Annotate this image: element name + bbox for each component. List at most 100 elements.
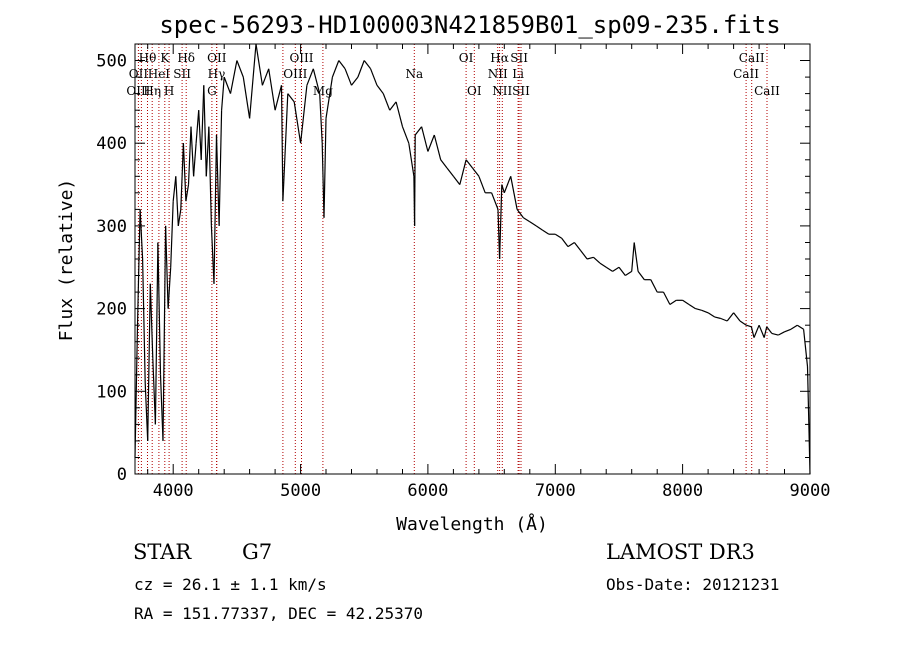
flux-segment bbox=[605, 266, 613, 272]
flux-segment bbox=[167, 267, 172, 309]
flux-segment bbox=[319, 93, 323, 144]
flux-segment bbox=[753, 324, 760, 338]
flux-segment bbox=[351, 76, 359, 86]
spectral-line-label: SII bbox=[512, 84, 530, 98]
flux-segment bbox=[363, 60, 372, 70]
flux-segment bbox=[376, 84, 384, 94]
spectral-line-label: H bbox=[164, 84, 174, 98]
flux-segment bbox=[516, 209, 524, 219]
flux-segment bbox=[200, 85, 205, 160]
flux-segment bbox=[177, 209, 182, 226]
x-tick-label: 4000 bbox=[153, 481, 194, 501]
flux-segment bbox=[631, 242, 635, 272]
flux-segment bbox=[624, 270, 633, 277]
spectral-line-label: Hα bbox=[490, 51, 509, 65]
flux-segment bbox=[175, 176, 179, 226]
flux-segment bbox=[695, 308, 702, 311]
flux-segment bbox=[472, 167, 480, 177]
x-axis-label: Wavelength (Å) bbox=[396, 513, 548, 535]
flux-segment bbox=[221, 77, 225, 111]
flux-segment bbox=[682, 299, 690, 306]
flux-segment bbox=[758, 324, 765, 338]
flux-segment bbox=[739, 320, 747, 326]
flux-segment bbox=[662, 291, 671, 305]
flux-segment bbox=[510, 176, 518, 210]
flux-segment bbox=[170, 201, 174, 268]
flux-segment bbox=[162, 225, 167, 441]
x-tick-label: 6000 bbox=[407, 481, 448, 501]
flux-segment bbox=[750, 326, 755, 338]
flux-segment bbox=[218, 110, 223, 226]
x-tick-label: 9000 bbox=[790, 481, 831, 501]
flux-segment bbox=[803, 329, 809, 367]
flux-segment bbox=[242, 77, 251, 119]
flux-segment bbox=[554, 233, 563, 239]
flux-segment bbox=[213, 134, 218, 284]
flux-segment bbox=[142, 258, 146, 384]
flux-segment bbox=[205, 126, 210, 177]
spectral-line-label: Na bbox=[405, 67, 423, 81]
flux-segment bbox=[542, 229, 550, 235]
x-tick-label: 7000 bbox=[535, 481, 576, 501]
flux-segment bbox=[344, 68, 353, 86]
x-tick-label: 5000 bbox=[280, 481, 321, 501]
spectral-line-label: OIII bbox=[289, 51, 313, 65]
flux-segment bbox=[707, 312, 715, 318]
flux-segment bbox=[733, 312, 741, 322]
flux-segment bbox=[282, 93, 289, 202]
flux-segment bbox=[280, 85, 284, 202]
x-tick-label: 8000 bbox=[662, 481, 703, 501]
flux-segment bbox=[139, 209, 144, 260]
flux-segment bbox=[223, 76, 232, 94]
flux-segment bbox=[714, 316, 721, 320]
spectral-line-label: SII bbox=[510, 51, 528, 65]
flux-segment bbox=[389, 101, 397, 111]
survey-name: LAMOST DR3 bbox=[606, 540, 755, 564]
flux-segment bbox=[382, 93, 391, 111]
y-tick-label: 0 bbox=[117, 465, 127, 485]
flux-segment bbox=[535, 225, 543, 231]
flux-segment bbox=[726, 312, 735, 322]
flux-segment bbox=[182, 143, 187, 202]
flux-segment bbox=[688, 303, 696, 310]
flux-segment bbox=[452, 175, 461, 185]
y-tick-label: 100 bbox=[96, 382, 127, 402]
flux-segment bbox=[300, 85, 308, 144]
flux-segment bbox=[370, 68, 378, 86]
flux-segment bbox=[593, 256, 601, 264]
flux-segment bbox=[193, 143, 197, 177]
flux-segment bbox=[763, 326, 768, 338]
flux-segment bbox=[331, 60, 340, 78]
flux-segment bbox=[433, 134, 442, 160]
spectral-line-label: OIII bbox=[126, 84, 150, 98]
y-tick-label: 300 bbox=[96, 217, 127, 237]
flux-series bbox=[134, 43, 811, 475]
plot-frame bbox=[134, 43, 811, 475]
flux-segment bbox=[293, 101, 302, 144]
flux-segment bbox=[771, 332, 779, 336]
flux-segment bbox=[446, 167, 454, 177]
flux-segment bbox=[325, 77, 333, 119]
flux-segment bbox=[421, 126, 429, 152]
flux-segment bbox=[236, 60, 244, 78]
flux-segment bbox=[408, 143, 415, 177]
x-axis-ticks: 4000 5000 6000 7000 8000 9000 bbox=[147, 44, 831, 501]
flux-segment bbox=[287, 93, 295, 103]
spectral-line-label: OI bbox=[467, 84, 482, 98]
spectral-line-markers bbox=[137, 44, 768, 474]
flux-segment bbox=[523, 217, 531, 223]
spectral-line-label: OII bbox=[129, 67, 149, 81]
flux-segment bbox=[180, 143, 184, 210]
flux-segment bbox=[401, 126, 410, 144]
flux-segment bbox=[190, 126, 195, 177]
object-subclass: G7 bbox=[242, 540, 273, 564]
flux-segment bbox=[720, 317, 728, 322]
ra-dec-coordinates: RA = 151.77337, DEC = 42.25370 bbox=[134, 604, 423, 623]
flux-segment bbox=[669, 299, 677, 306]
flux-segment bbox=[274, 85, 283, 111]
flux-segment bbox=[185, 184, 190, 202]
flux-segment bbox=[650, 279, 658, 293]
flux-segment bbox=[306, 68, 314, 86]
flux-segment bbox=[701, 309, 709, 314]
